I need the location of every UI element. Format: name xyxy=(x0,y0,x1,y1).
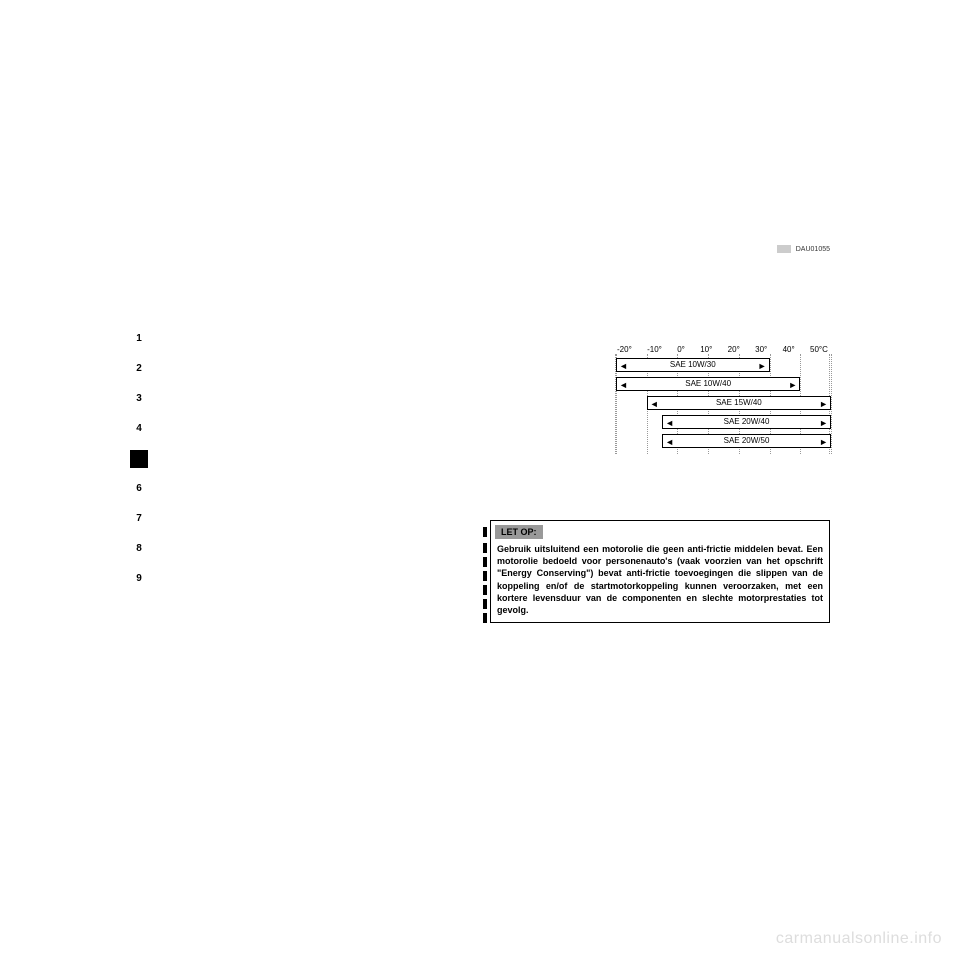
arrow-left-icon: ◄ xyxy=(665,417,674,429)
chapter-tab-2[interactable]: 2 xyxy=(130,360,148,378)
chapter-tab-1[interactable]: 1 xyxy=(130,330,148,348)
side-marker xyxy=(483,599,487,609)
oil-grade-bar: ◄ SAE 10W/30 ► xyxy=(616,358,770,372)
chapter-tab-9[interactable]: 9 xyxy=(130,570,148,588)
chapter-tab-3[interactable]: 3 xyxy=(130,390,148,408)
arrow-left-icon: ◄ xyxy=(650,398,659,410)
side-marker xyxy=(483,527,487,537)
manual-page: DAU01055 1 2 3 4 5 6 7 8 9 -20° -10° 0° 10° 20° 30° 40… xyxy=(130,130,830,850)
side-marker xyxy=(483,613,487,623)
ref-code-line: DAU01055 xyxy=(777,245,830,253)
caution-label: LET OP: xyxy=(495,525,543,539)
temp-label: 10° xyxy=(700,345,712,354)
ref-code-box xyxy=(777,245,791,253)
temperature-scale: -20° -10° 0° 10° 20° 30° 40° 50°C xyxy=(615,345,830,354)
oil-grade-bar: ◄ SAE 20W/40 ► xyxy=(662,415,831,429)
temp-label: 40° xyxy=(783,345,795,354)
oil-grade-bar: ◄ SAE 15W/40 ► xyxy=(647,396,831,410)
oil-grade-label: SAE 20W/40 xyxy=(724,417,770,426)
temp-label: 30° xyxy=(755,345,767,354)
temp-label: 50°C xyxy=(810,345,828,354)
gridline xyxy=(831,354,832,454)
chapter-tabs: 1 2 3 4 5 6 7 8 9 xyxy=(130,330,148,600)
arrow-left-icon: ◄ xyxy=(665,436,674,448)
chapter-tab-5[interactable]: 5 xyxy=(130,450,148,468)
chapter-tab-7[interactable]: 7 xyxy=(130,510,148,528)
arrow-right-icon: ► xyxy=(819,398,828,410)
arrow-right-icon: ► xyxy=(758,360,767,372)
side-marker xyxy=(483,557,487,567)
oil-grade-label: SAE 15W/40 xyxy=(716,398,762,407)
side-marker xyxy=(483,585,487,595)
oil-grade-label: SAE 20W/50 xyxy=(724,436,770,445)
arrow-left-icon: ◄ xyxy=(619,360,628,372)
arrow-right-icon: ► xyxy=(819,436,828,448)
oil-grade-bar: ◄ SAE 20W/50 ► xyxy=(662,434,831,448)
temp-label: 20° xyxy=(728,345,740,354)
chapter-tab-6[interactable]: 6 xyxy=(130,480,148,498)
oil-viscosity-chart: -20°-10°0°10°20°30°40°50°C ◄SAE 10W/30►◄… xyxy=(615,345,830,465)
arrow-right-icon: ► xyxy=(788,379,797,391)
arrow-right-icon: ► xyxy=(819,417,828,429)
arrow-left-icon: ◄ xyxy=(619,379,628,391)
chapter-tab-8[interactable]: 8 xyxy=(130,540,148,558)
oil-grade-label: SAE 10W/30 xyxy=(670,360,716,369)
caution-box: LET OP: Gebruik uitsluitend een motoroli… xyxy=(490,520,830,623)
temp-label: 0° xyxy=(677,345,685,354)
chapter-tab-4[interactable]: 4 xyxy=(130,420,148,438)
side-marker xyxy=(483,571,487,581)
oil-grade-label: SAE 10W/40 xyxy=(685,379,731,388)
temp-label: -20° xyxy=(617,345,632,354)
oil-grade-bar: ◄ SAE 10W/40 ► xyxy=(616,377,800,391)
temp-label: -10° xyxy=(647,345,662,354)
ref-code: DAU01055 xyxy=(796,246,830,253)
watermark: carmanualsonline.info xyxy=(776,930,942,948)
caution-text: Gebruik uitsluitend een motorolie die ge… xyxy=(491,541,829,622)
chart-body: ◄ SAE 10W/30 ► ◄ SAE 10W/40 ► ◄ SAE 15W/40 ► ◄ SAE… xyxy=(615,354,830,454)
side-marker xyxy=(483,543,487,553)
